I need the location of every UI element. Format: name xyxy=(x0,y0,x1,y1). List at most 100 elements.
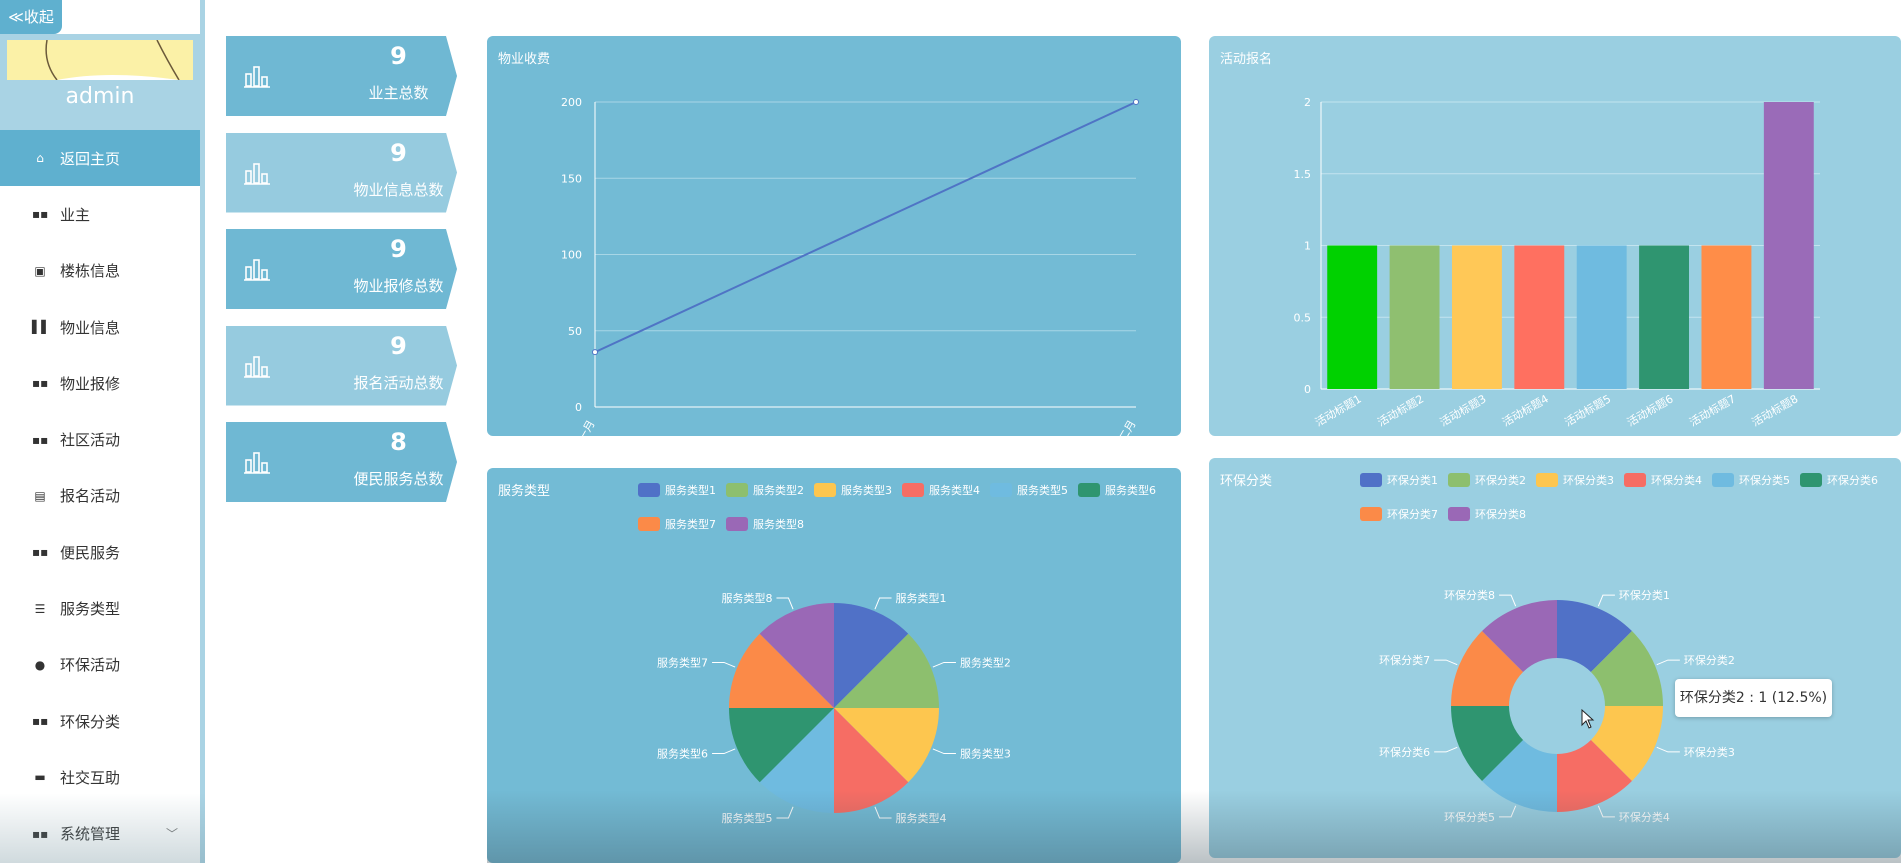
pie-chart: 服务类型1 服务类型2 服务类型3 服务类型4 服务类型5 服务类型6 服务类型7 服务类型8 xyxy=(657,591,1011,825)
label-leader-line xyxy=(932,748,956,755)
label-leader-line xyxy=(1434,659,1458,666)
legend-item[interactable]: 环保分类1 xyxy=(1360,470,1438,490)
legend-swatch xyxy=(1624,473,1646,487)
pie-slice[interactable] xyxy=(759,708,834,813)
stat-label: 报名活动总数 xyxy=(353,373,444,392)
grid-icon: ▪▪ xyxy=(32,376,49,391)
chart-legend: 服务类型1 服务类型2 服务类型3 服务类型4 服务类型5 服务类型6 服务类型7 服务类型8 xyxy=(638,480,1178,548)
y-tick-label: 150 xyxy=(561,172,582,185)
legend-item[interactable]: 服务类型8 xyxy=(726,514,804,534)
sidebar-item[interactable]: ▪▪ 社区活动 xyxy=(0,411,200,467)
legend-item[interactable]: 服务类型3 xyxy=(814,480,892,500)
home-icon: ⌂ xyxy=(36,151,44,166)
pie-slice[interactable] xyxy=(1557,600,1632,673)
data-point[interactable] xyxy=(592,349,598,356)
sidebar-item[interactable]: ▤ 报名活动 xyxy=(0,468,200,524)
label-leader-line xyxy=(932,661,956,668)
bar-chart-icon xyxy=(244,162,270,185)
document-icon: ▤ xyxy=(34,488,46,503)
sidebar-item[interactable]: ▌▌ 物业信息 xyxy=(0,299,200,355)
legend-swatch xyxy=(1536,473,1558,487)
stat-value: 9 xyxy=(390,138,407,167)
bar[interactable] xyxy=(1763,102,1814,389)
sidebar-item[interactable]: ▪▪ 环保分类 xyxy=(0,693,200,749)
legend-item[interactable]: 服务类型2 xyxy=(726,480,804,500)
sidebar-item[interactable]: ▪▪ 系统管理 ﹀ xyxy=(0,806,200,862)
x-tick-label: 二月 xyxy=(1116,418,1138,436)
legend-label: 环保分类4 xyxy=(1651,474,1702,487)
legend-item[interactable]: 环保分类2 xyxy=(1448,470,1526,490)
legend-item[interactable]: 环保分类4 xyxy=(1624,470,1702,490)
sidebar-item[interactable]: ▪▪ 便民服务 xyxy=(0,524,200,580)
bar-chart-icon xyxy=(244,259,270,281)
legend-item[interactable]: 服务类型1 xyxy=(638,480,716,500)
sidebar-item[interactable]: ▪▪ 业主 xyxy=(0,186,200,242)
legend-label: 服务类型3 xyxy=(841,484,892,497)
legend-label: 服务类型1 xyxy=(665,484,716,497)
legend-item[interactable]: 环保分类8 xyxy=(1448,504,1526,524)
legend-item[interactable]: 服务类型4 xyxy=(902,480,980,500)
bar[interactable] xyxy=(1389,245,1440,390)
pie-slice[interactable] xyxy=(729,633,834,708)
y-tick-label: 1.5 xyxy=(1294,168,1312,181)
sidebar-item-label: 系统管理 xyxy=(60,823,120,844)
activity-chart-panel: 活动报名 0 0.5 1 1.5 2 活动标题1 活动标题2 活动标题3 活动标题4 活动标题5 活… xyxy=(1209,36,1901,436)
pie-slice[interactable] xyxy=(834,708,939,783)
pie-slice[interactable] xyxy=(1557,739,1632,812)
sidebar-item[interactable]: ☰ 服务类型 xyxy=(0,580,200,636)
sidebar-item-label: 社交互助 xyxy=(60,768,121,787)
env-category-chart-panel: 环保分类 环保分类1 环保分类2 环保分类3 环保分类4 环保分类5 环保分类6 环保分类7… xyxy=(1209,458,1901,858)
y-tick-label: 0 xyxy=(1304,383,1311,396)
pie-slice[interactable] xyxy=(1482,600,1557,673)
sidebar-item[interactable]: ⌂ 返回主页 xyxy=(0,130,200,187)
legend-swatch xyxy=(638,517,660,531)
slice-label: 服务类型2 xyxy=(960,655,1011,669)
pie-slice[interactable] xyxy=(834,708,909,813)
legend-item[interactable]: 服务类型7 xyxy=(638,514,716,534)
stat-value: 9 xyxy=(390,331,407,360)
x-tick-label: 活动标题3 xyxy=(1437,391,1488,429)
legend-item[interactable]: 服务类型5 xyxy=(990,480,1068,500)
pie-slice[interactable] xyxy=(1451,706,1524,781)
bar[interactable] xyxy=(1639,245,1690,390)
pie-slice[interactable] xyxy=(1482,739,1557,812)
sidebar-item[interactable]: ▣ 楼栋信息 xyxy=(0,243,200,299)
pie-slice[interactable] xyxy=(834,633,939,708)
pie-slice[interactable] xyxy=(729,708,834,783)
label-leader-line xyxy=(1499,805,1517,818)
pie-slice[interactable] xyxy=(1590,631,1663,706)
legend-item[interactable]: 环保分类7 xyxy=(1360,504,1438,524)
legend-item[interactable]: 环保分类3 xyxy=(1536,470,1614,490)
bar[interactable] xyxy=(1701,245,1752,390)
x-tick-label: 活动标题7 xyxy=(1687,391,1738,429)
bar-chart-icon xyxy=(244,355,270,378)
chart-legend: 环保分类1 环保分类2 环保分类3 环保分类4 环保分类5 环保分类6 环保分类7 环保分类8 xyxy=(1360,470,1900,538)
legend-swatch xyxy=(1078,483,1100,497)
legend-item[interactable]: 环保分类6 xyxy=(1800,470,1878,490)
pie-slice[interactable] xyxy=(834,603,909,708)
x-tick-label: 活动标题1 xyxy=(1313,391,1364,429)
chart-title: 活动报名 xyxy=(1220,52,1273,67)
label-leader-line xyxy=(712,748,736,755)
sidebar-item[interactable]: ▬ 社交互助 xyxy=(0,749,200,805)
legend-item[interactable]: 环保分类5 xyxy=(1712,470,1790,490)
legend-label: 服务类型7 xyxy=(665,518,716,531)
legend-item[interactable]: 服务类型6 xyxy=(1078,480,1156,500)
collapse-button[interactable]: ≪收起 xyxy=(0,0,62,34)
bar[interactable] xyxy=(1576,245,1627,390)
sidebar-item[interactable]: ▪▪ 物业报修 xyxy=(0,355,200,411)
bar[interactable] xyxy=(1514,245,1565,390)
pie-slice[interactable] xyxy=(1451,631,1524,706)
data-point[interactable] xyxy=(1133,99,1139,105)
pie-slice[interactable] xyxy=(759,603,834,708)
pie-slice[interactable] xyxy=(1590,706,1663,781)
bar[interactable] xyxy=(1451,245,1502,390)
bar[interactable] xyxy=(1327,245,1378,390)
sidebar-item[interactable]: ● 环保活动 xyxy=(0,637,200,693)
legend-swatch xyxy=(726,483,748,497)
slice-label: 服务类型3 xyxy=(960,747,1011,761)
y-tick-label: 100 xyxy=(561,249,582,262)
slice-label: 服务类型4 xyxy=(896,811,947,825)
mouse-cursor-icon xyxy=(1581,709,1595,729)
bar-chart-icon xyxy=(244,66,270,88)
